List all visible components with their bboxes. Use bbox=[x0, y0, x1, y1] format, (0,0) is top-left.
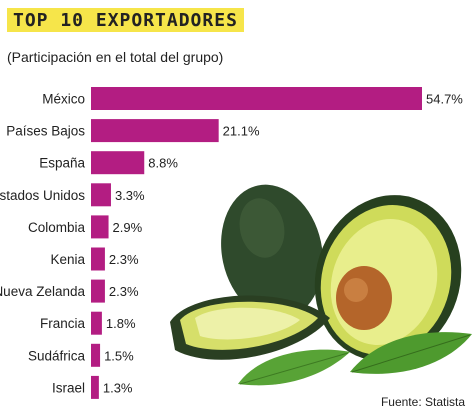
chart-subtitle: (Participación en el total del grupo) bbox=[7, 49, 224, 65]
value-label: 54.7% bbox=[426, 92, 463, 107]
category-label: Países Bajos bbox=[6, 124, 85, 139]
bar-3 bbox=[91, 183, 111, 207]
category-label: Sudáfrica bbox=[28, 348, 86, 363]
avocado-illustration bbox=[170, 184, 472, 386]
category-label: Francia bbox=[40, 316, 86, 331]
value-label: 2.3% bbox=[109, 284, 139, 299]
title-highlight: TOP 10 EXPORTADORES bbox=[7, 8, 244, 32]
avocado-slice-inner bbox=[195, 307, 300, 340]
bar-6 bbox=[91, 279, 105, 303]
value-label: 3.3% bbox=[115, 188, 145, 203]
category-label: Nueva Zelanda bbox=[0, 284, 85, 299]
bar-5 bbox=[91, 247, 105, 271]
avocado-highlight bbox=[239, 198, 285, 258]
avocado-seed-highlight bbox=[344, 278, 368, 302]
category-label: Estados Unidos bbox=[0, 188, 85, 203]
category-label: México bbox=[42, 92, 85, 107]
value-label: 1.5% bbox=[104, 348, 134, 363]
bar-8 bbox=[91, 343, 101, 367]
bar-7 bbox=[91, 311, 102, 335]
bar-9 bbox=[91, 375, 99, 399]
value-label: 2.9% bbox=[113, 220, 143, 235]
leaf-vein bbox=[351, 334, 471, 373]
category-label: Colombia bbox=[28, 220, 86, 235]
bars-group: México 54.7% Países Bajos 21.1% España 8.8% Es… bbox=[0, 87, 463, 399]
leaf-vein bbox=[239, 352, 349, 385]
category-label: España bbox=[39, 156, 85, 171]
source-note: Fuente: Statista bbox=[380, 395, 465, 409]
bar-4 bbox=[91, 215, 109, 239]
bar-2 bbox=[91, 151, 145, 175]
value-label: 21.1% bbox=[223, 124, 260, 139]
category-label: Kenia bbox=[50, 252, 85, 267]
value-label: 1.3% bbox=[103, 380, 133, 395]
bar-1 bbox=[91, 119, 219, 143]
bar-0 bbox=[91, 87, 422, 110]
value-label: 2.3% bbox=[109, 252, 139, 267]
category-label: Israel bbox=[52, 380, 85, 395]
chart-title: TOP 10 EXPORTADORES bbox=[13, 10, 238, 31]
value-label: 8.8% bbox=[148, 156, 178, 171]
value-label: 1.8% bbox=[106, 316, 136, 331]
